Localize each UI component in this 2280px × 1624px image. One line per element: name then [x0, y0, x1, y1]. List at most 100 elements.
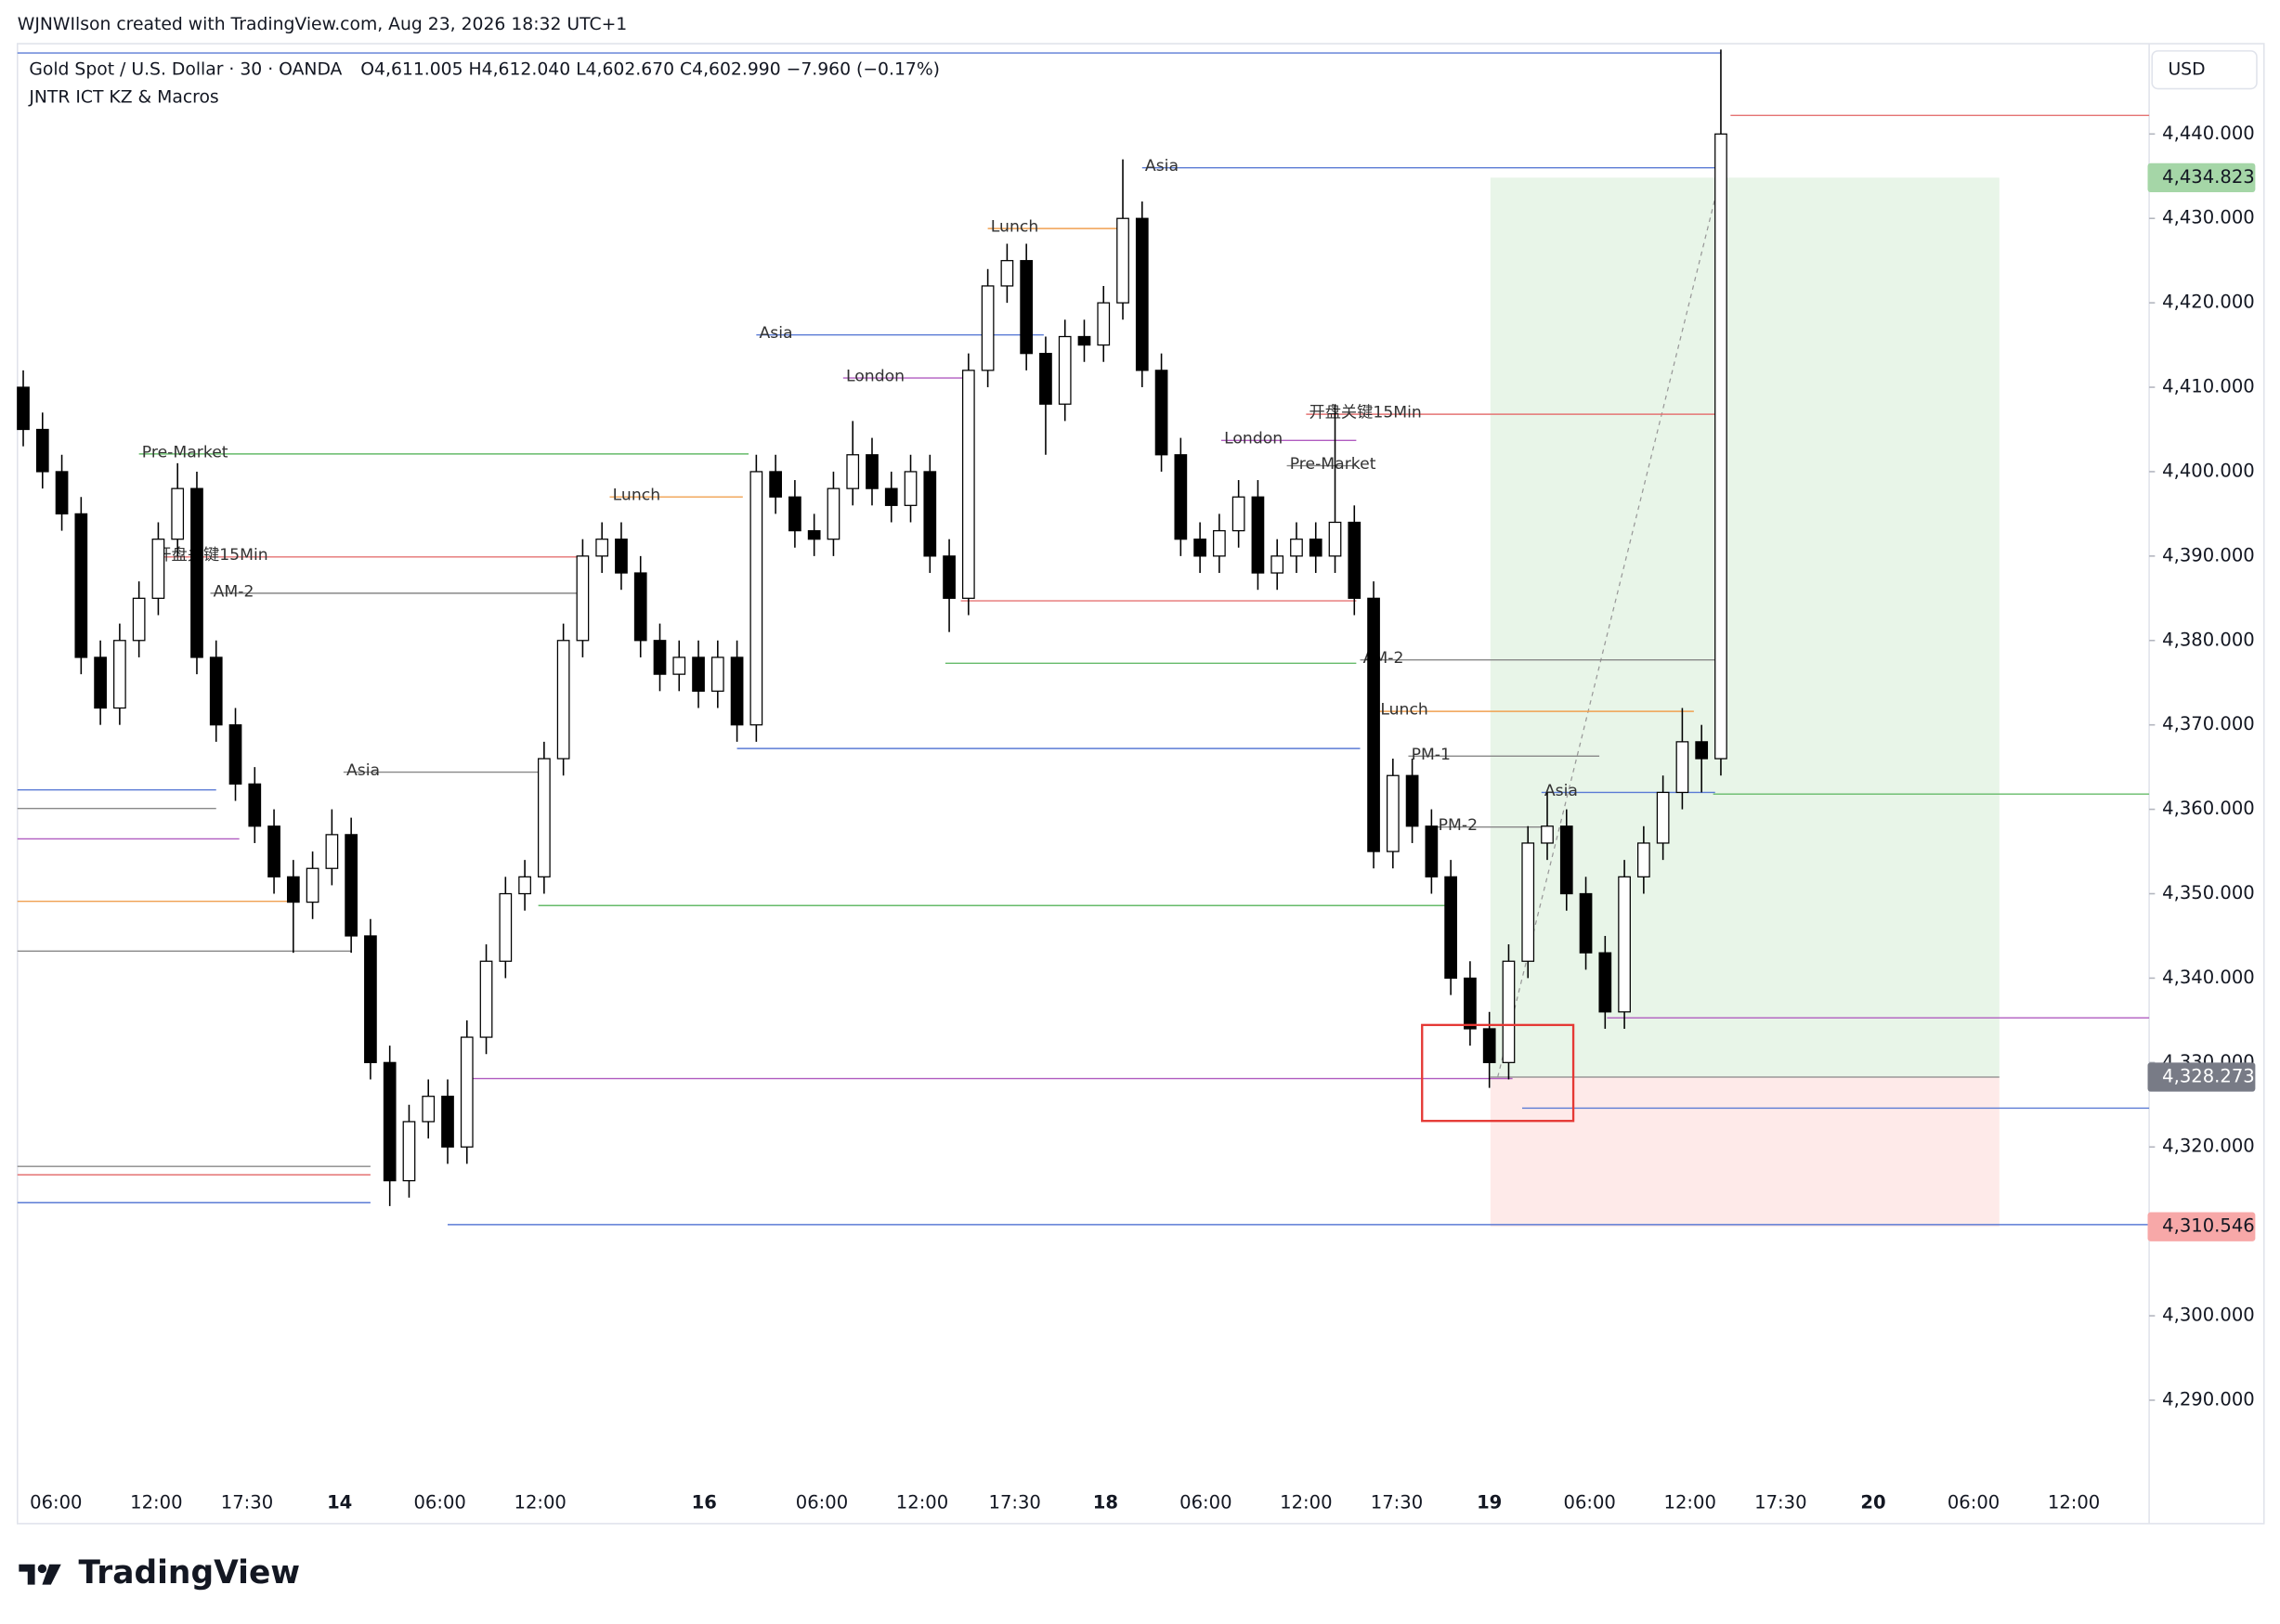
y-tick-label: 4,320.000 — [2162, 1136, 2255, 1157]
candle-body — [113, 640, 126, 709]
candle-body — [692, 656, 705, 692]
chart-frame — [17, 43, 2265, 1525]
candle-body — [1618, 876, 1631, 1013]
candle-body — [345, 834, 358, 937]
candle-body — [325, 834, 339, 869]
candle-body — [1309, 539, 1322, 557]
indicator: JNTR ICT KZ & Macros — [28, 87, 218, 107]
currency-button[interactable] — [2151, 50, 2258, 90]
candle-body — [1174, 454, 1188, 540]
candle-body — [1521, 842, 1535, 962]
candle-body — [1135, 217, 1149, 371]
candle-body — [132, 597, 146, 642]
candle-body — [710, 656, 724, 692]
level-label: Asia — [1145, 157, 1179, 175]
y-tick-label: 4,400.000 — [2162, 460, 2255, 481]
x-tick-label: 06:00 — [1564, 1491, 1616, 1513]
candle-body — [1367, 597, 1380, 852]
candle-body — [422, 1096, 436, 1123]
x-tick-label: 06:00 — [413, 1491, 465, 1513]
x-tick-label: 12:00 — [2048, 1491, 2100, 1513]
candle-body — [1077, 335, 1091, 346]
candle-body — [633, 572, 647, 642]
candle-body — [74, 513, 88, 658]
level-label: Lunch — [613, 487, 661, 505]
candle-body — [402, 1121, 416, 1182]
candle-body — [441, 1096, 454, 1148]
candle-body — [190, 487, 203, 658]
level-label: 开盘关键15Min — [1309, 404, 1421, 422]
x-tick-label: 06:00 — [1179, 1491, 1231, 1513]
candle-body — [228, 724, 242, 785]
position-path — [1497, 177, 1721, 1078]
candle-body — [1502, 960, 1516, 1063]
x-tick-label: 06:00 — [30, 1491, 82, 1513]
candle-body — [364, 935, 377, 1063]
candle-body — [807, 529, 821, 540]
candle-body — [1541, 825, 1554, 844]
x-tick-label: 12:00 — [896, 1491, 948, 1513]
candle-body — [1559, 825, 1573, 895]
level-label: Lunch — [991, 218, 1039, 237]
y-tick-label: 4,300.000 — [2162, 1305, 2255, 1326]
price-axis: 4,290.0004,300.0004,310.0004,320.0004,33… — [30, 123, 2256, 1513]
candle-body — [749, 471, 763, 726]
candle-body — [866, 454, 879, 489]
candle-body — [1386, 774, 1400, 852]
candle-body — [35, 428, 49, 473]
price-badge-label: 4,310.546 — [2162, 1215, 2255, 1237]
candle-body — [595, 539, 609, 557]
candle-body — [1154, 370, 1168, 456]
candle-body — [1714, 133, 1727, 760]
x-tick-label: 12:00 — [515, 1491, 567, 1513]
level-label: Asia — [759, 324, 792, 343]
x-tick-label: 12:00 — [1664, 1491, 1716, 1513]
candle-body — [306, 867, 319, 903]
x-tick-label: 20 — [1860, 1491, 1885, 1513]
candle-body — [1231, 496, 1245, 532]
price-badge — [2147, 1062, 2256, 1092]
candle-body — [846, 454, 860, 489]
candle-body — [1058, 335, 1072, 405]
x-tick-label: 19 — [1477, 1491, 1502, 1513]
price-badge-label: 4,328.273 — [2162, 1066, 2255, 1087]
candle-body — [1039, 353, 1052, 405]
candle-body — [769, 471, 782, 498]
logo-icon — [19, 1564, 61, 1585]
candle-body — [1097, 302, 1111, 346]
candle-body — [1464, 977, 1477, 1030]
price-badge — [2147, 162, 2256, 193]
candle-body — [460, 1036, 474, 1148]
y-tick-label: 4,430.000 — [2162, 207, 2255, 228]
candle-body — [499, 892, 513, 962]
candle-body — [653, 640, 667, 675]
currency[interactable]: USD — [2168, 60, 2205, 80]
candle-body — [1405, 774, 1419, 827]
candle-body — [961, 370, 975, 599]
candle-body — [1213, 529, 1226, 557]
y-tick-label: 4,390.000 — [2162, 544, 2255, 565]
x-tick-label: 17:30 — [1371, 1491, 1423, 1513]
candle-body — [730, 656, 744, 726]
candle-body — [1116, 217, 1129, 304]
candle-body — [556, 640, 570, 760]
x-tick-label: 12:00 — [1280, 1491, 1332, 1513]
x-tick-label: 06:00 — [796, 1491, 848, 1513]
candle-body — [981, 285, 995, 371]
x-tick-label: 17:30 — [1754, 1491, 1806, 1513]
y-tick-label: 4,290.000 — [2162, 1388, 2255, 1410]
candle-body — [1290, 539, 1303, 557]
candle-body — [1193, 539, 1206, 557]
candle-body — [267, 825, 280, 877]
candle-body — [1425, 825, 1439, 877]
candle-body — [1637, 842, 1650, 877]
logo-text: TradingView — [79, 1554, 301, 1592]
candle-body — [209, 656, 223, 726]
candle-body — [383, 1061, 397, 1182]
candle-body — [248, 783, 262, 827]
candle-body — [1656, 791, 1670, 844]
y-tick-label: 4,360.000 — [2162, 798, 2255, 819]
level-label: Pre-Market — [1290, 455, 1376, 474]
highlight-box — [1421, 1023, 1575, 1123]
